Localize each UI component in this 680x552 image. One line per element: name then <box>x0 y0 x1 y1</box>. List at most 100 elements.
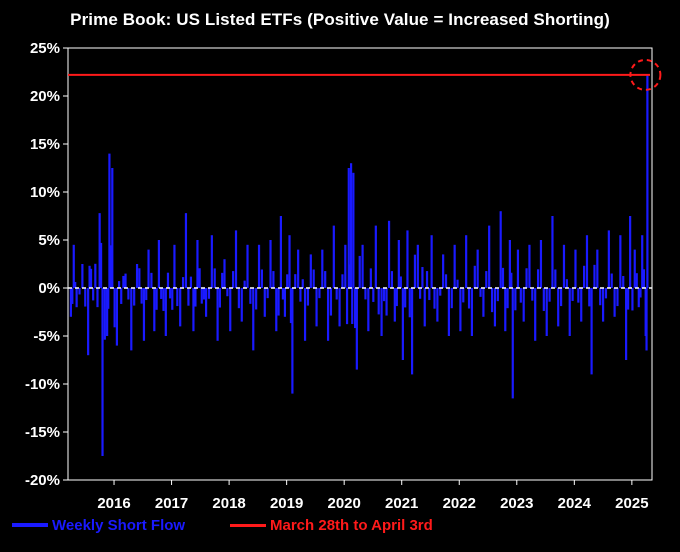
bar <box>255 288 258 310</box>
bar <box>508 240 511 288</box>
x-tick-label: 2016 <box>97 495 130 512</box>
bar <box>395 288 398 307</box>
y-tick-label: 10% <box>30 184 60 201</box>
bar <box>522 288 525 322</box>
bar <box>406 230 409 288</box>
bar <box>109 245 112 288</box>
bar <box>430 235 433 288</box>
bar <box>171 288 174 310</box>
bar <box>369 268 372 288</box>
bar <box>557 288 560 327</box>
bar <box>338 288 341 327</box>
bar <box>565 279 568 288</box>
bar <box>531 288 534 301</box>
bar <box>71 288 74 304</box>
highlight-circle <box>629 58 662 91</box>
bar <box>574 249 577 288</box>
bar <box>103 288 106 340</box>
bar <box>75 288 78 308</box>
bar <box>410 288 414 375</box>
bar <box>153 288 156 332</box>
y-tick-label: -5% <box>33 328 60 345</box>
x-tick-label: 2017 <box>155 495 188 512</box>
bar <box>99 242 103 288</box>
bar <box>504 288 507 332</box>
bar <box>607 230 610 288</box>
bar <box>358 255 361 288</box>
bar <box>173 244 176 288</box>
bar <box>281 288 285 300</box>
bar <box>425 271 429 288</box>
bar <box>372 288 375 302</box>
bar <box>200 288 203 304</box>
bar <box>226 288 229 297</box>
bar <box>476 249 479 288</box>
bar <box>272 271 275 288</box>
x-tick-label: 2025 <box>615 495 648 512</box>
bar <box>96 288 99 308</box>
bar <box>646 74 649 288</box>
bar <box>593 264 596 288</box>
bar <box>207 288 211 299</box>
bar <box>499 211 502 288</box>
bar <box>72 244 75 288</box>
bar <box>232 271 235 288</box>
bar <box>229 288 232 332</box>
bar <box>87 288 90 356</box>
bar <box>548 288 551 302</box>
bar <box>616 288 619 307</box>
bar <box>604 288 608 299</box>
bar <box>133 288 136 306</box>
weekly-short-flow-series <box>69 74 649 456</box>
bar <box>196 240 199 288</box>
bar <box>321 249 324 288</box>
bar <box>635 273 638 288</box>
bar <box>613 288 616 317</box>
bar <box>269 240 272 288</box>
bar <box>645 288 648 351</box>
bar <box>223 259 226 288</box>
bar <box>413 254 417 288</box>
bar <box>176 288 179 307</box>
bar <box>347 168 350 288</box>
y-tick-label: 25% <box>30 40 60 57</box>
bar <box>84 288 87 307</box>
bar <box>482 288 485 317</box>
bar <box>210 235 213 288</box>
bar <box>107 288 110 309</box>
bar <box>279 216 282 288</box>
bar <box>349 163 353 288</box>
bar <box>150 272 153 288</box>
x-axis: 2016 2017 2018 2019 2020 2021 2022 2023 2024 2025 <box>97 480 649 512</box>
bar <box>315 288 318 327</box>
bar <box>204 288 208 317</box>
bar <box>554 269 557 288</box>
bar <box>637 288 640 308</box>
bar <box>157 240 161 288</box>
x-tick-label: 2021 <box>385 495 418 512</box>
bar <box>189 276 193 288</box>
bar <box>493 288 497 327</box>
bar <box>187 288 190 306</box>
bar <box>160 288 163 299</box>
bar <box>147 249 150 288</box>
bar <box>115 288 119 346</box>
bar <box>622 275 625 288</box>
bar <box>496 288 499 302</box>
bar <box>551 216 554 288</box>
bar <box>113 288 116 328</box>
bar <box>294 274 297 288</box>
bar <box>184 213 188 288</box>
bar <box>490 288 494 313</box>
bar <box>631 288 634 311</box>
legend-swatch-weekly-short-flow <box>12 523 48 527</box>
bar <box>218 288 221 308</box>
legend-swatch-march-april <box>230 523 266 527</box>
legend: Weekly Short Flow <box>12 515 185 535</box>
bar <box>341 274 344 288</box>
bar <box>329 288 333 316</box>
bar <box>135 264 139 288</box>
bar <box>345 288 349 325</box>
bar <box>380 288 383 336</box>
bar <box>470 288 474 336</box>
